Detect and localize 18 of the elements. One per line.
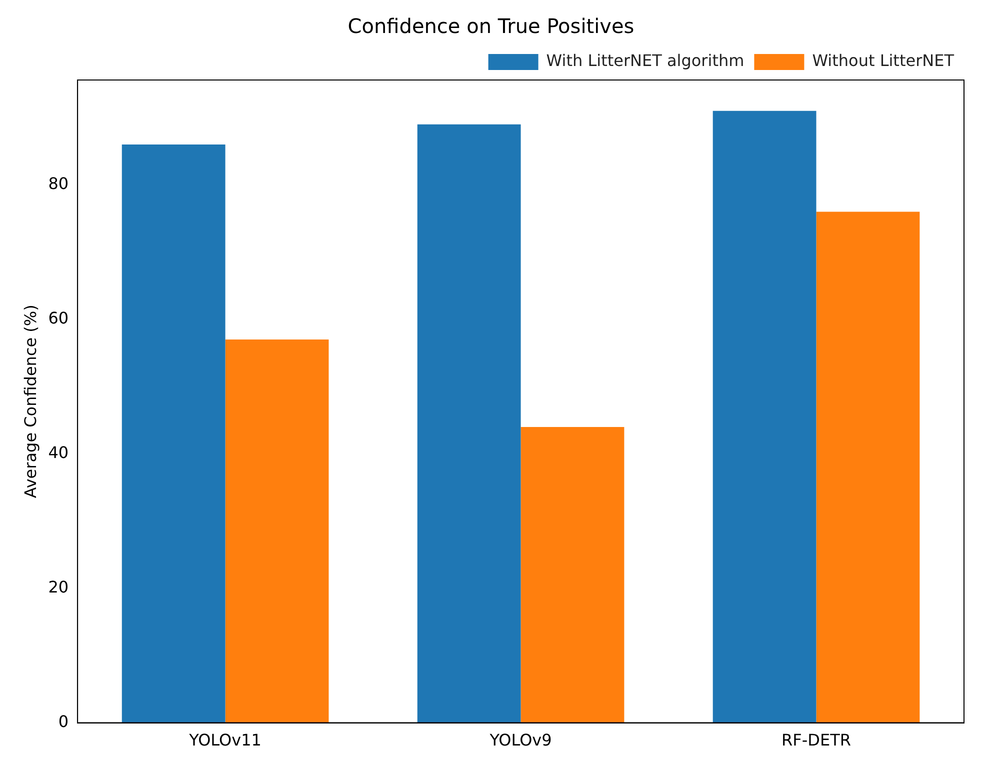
bar — [122, 144, 226, 723]
y-tick-label: 40 — [48, 443, 69, 462]
bar — [520, 426, 624, 723]
bar — [712, 110, 816, 723]
y-tick-label: 0 — [58, 712, 69, 731]
bar — [225, 340, 329, 723]
y-tick-label: 60 — [48, 308, 69, 328]
bar — [417, 124, 521, 723]
x-tick-label: YOLOv11 — [188, 730, 262, 750]
x-tick-label: RF-DETR — [782, 730, 851, 750]
chart-title: Confidence on True Positives — [348, 14, 634, 38]
bar — [816, 212, 920, 723]
legend-label: With LitterNET algorithm — [546, 51, 744, 70]
y-tick-label: 80 — [48, 174, 69, 194]
legend-label: Without LitterNET — [812, 51, 954, 70]
y-tick-label: 20 — [48, 577, 69, 596]
x-tick-label: YOLOv9 — [488, 730, 552, 750]
y-axis-title: Average Confidence (%) — [20, 304, 40, 498]
